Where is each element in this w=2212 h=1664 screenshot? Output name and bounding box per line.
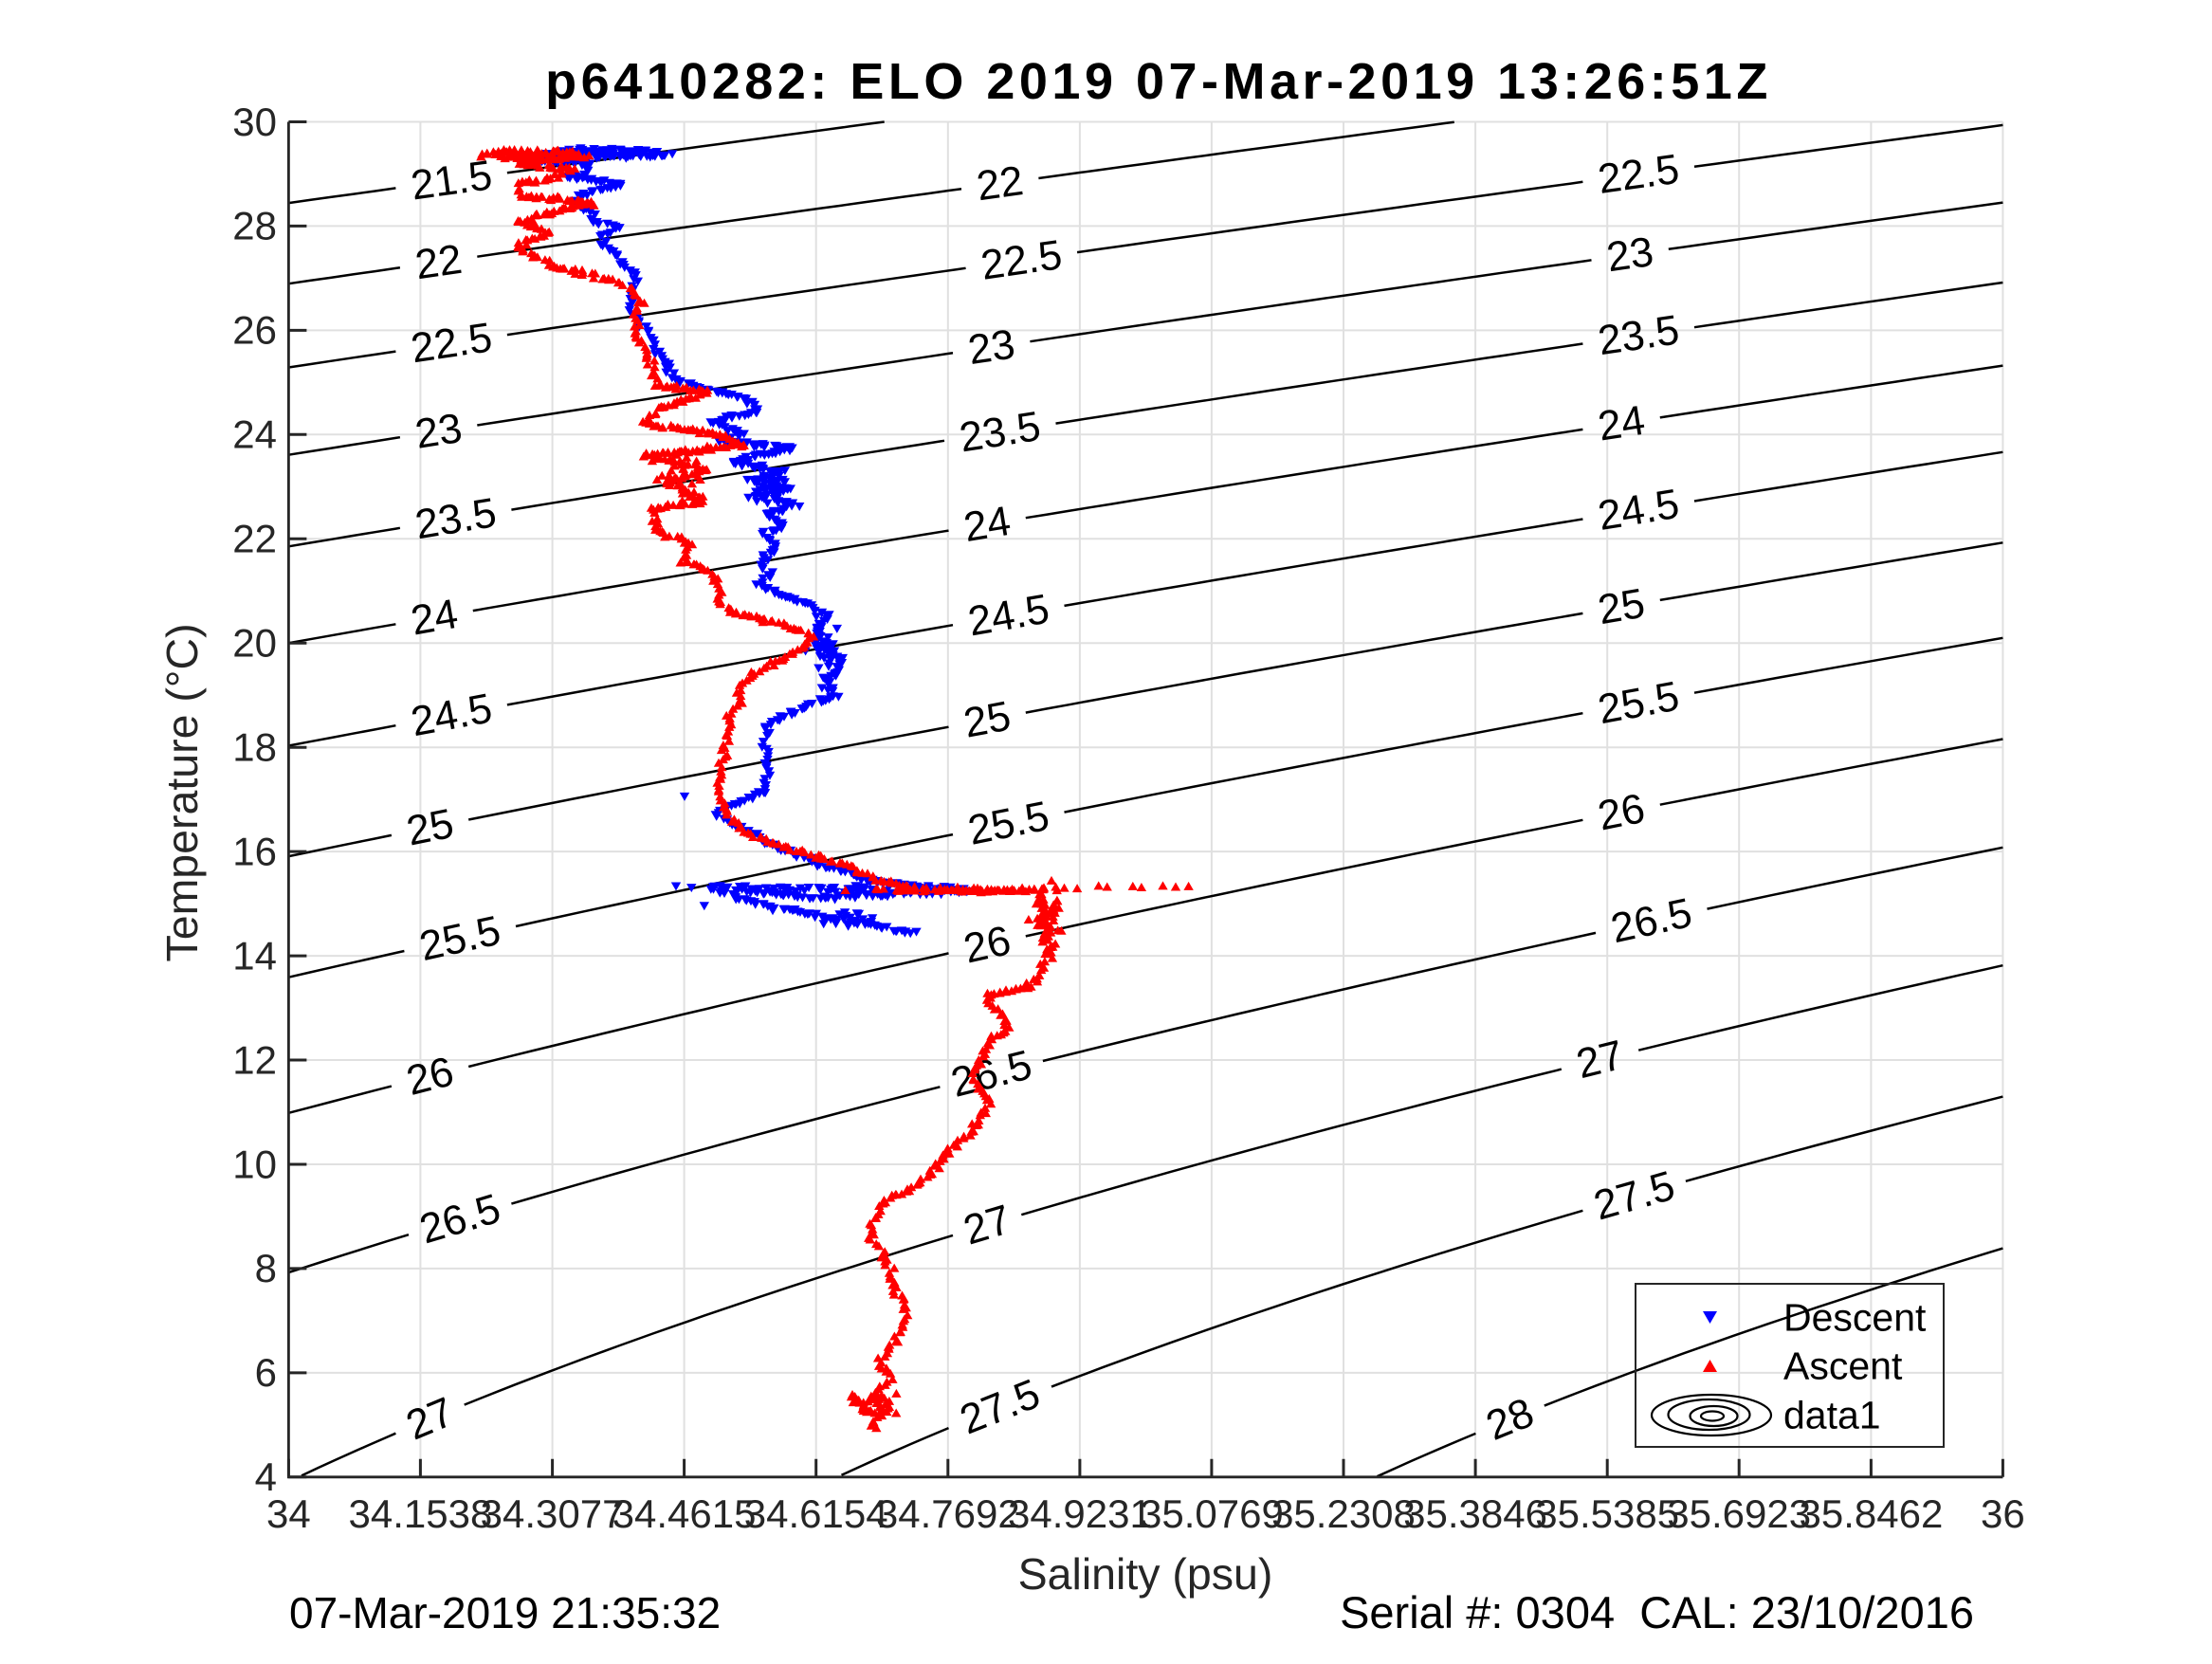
svg-text:16: 16 [232, 829, 277, 873]
svg-text:20: 20 [232, 620, 277, 665]
svg-text:12: 12 [232, 1037, 277, 1082]
svg-text:14: 14 [232, 933, 277, 978]
svg-text:28: 28 [232, 204, 277, 248]
svg-text:35.6923: 35.6923 [1667, 1491, 1811, 1536]
svg-text:34.1538: 34.1538 [348, 1491, 492, 1536]
svg-text:34.3077: 34.3077 [481, 1491, 625, 1536]
svg-text:p6410282: ELO 2019 07-Mar-2019: p6410282: ELO 2019 07-Mar-2019 13:26:51Z [545, 53, 1772, 110]
svg-text:07-Mar-2019 21:35:32: 07-Mar-2019 21:35:32 [289, 1588, 721, 1637]
svg-text:22: 22 [232, 517, 277, 561]
svg-text:35.5385: 35.5385 [1535, 1491, 1679, 1536]
svg-text:24: 24 [960, 498, 1014, 551]
svg-text:4: 4 [255, 1454, 277, 1499]
svg-text:24: 24 [1595, 397, 1648, 450]
svg-text:21.5: 21.5 [408, 152, 494, 209]
svg-text:23: 23 [965, 320, 1018, 374]
svg-text:27: 27 [1572, 1032, 1628, 1088]
svg-text:6: 6 [255, 1350, 277, 1395]
svg-text:34.7692: 34.7692 [876, 1491, 1020, 1536]
svg-text:18: 18 [232, 724, 277, 769]
svg-text:Salinity (psu): Salinity (psu) [1018, 1549, 1273, 1599]
svg-text:36: 36 [1981, 1491, 2025, 1536]
svg-text:Descent: Descent [1783, 1295, 1927, 1339]
svg-text:Temperature (°C): Temperature (°C) [157, 623, 207, 961]
svg-text:35.2308: 35.2308 [1271, 1491, 1416, 1536]
svg-text:25: 25 [403, 800, 458, 855]
svg-text:24: 24 [408, 591, 462, 645]
svg-text:34.6154: 34.6154 [744, 1491, 888, 1536]
svg-text:22.5: 22.5 [978, 231, 1065, 289]
svg-text:Ascent: Ascent [1783, 1344, 1903, 1387]
svg-text:26: 26 [232, 308, 277, 353]
svg-text:Serial #: 0304 CAL: 23/10/201: Serial #: 0304 CAL: 23/10/2016 [1340, 1587, 1974, 1637]
svg-text:35.0769: 35.0769 [1140, 1491, 1284, 1536]
svg-text:25: 25 [960, 693, 1015, 747]
svg-text:26: 26 [960, 917, 1015, 972]
svg-text:23: 23 [1604, 229, 1656, 281]
svg-text:23: 23 [412, 405, 466, 458]
svg-text:25: 25 [1595, 580, 1649, 634]
svg-text:34.4615: 34.4615 [612, 1491, 757, 1536]
svg-text:22.5: 22.5 [1595, 146, 1681, 203]
svg-text:35.3846: 35.3846 [1403, 1491, 1547, 1536]
svg-text:22: 22 [974, 157, 1026, 210]
svg-text:34: 34 [266, 1491, 311, 1536]
svg-text:26: 26 [1594, 785, 1649, 840]
svg-text:24: 24 [232, 412, 277, 457]
svg-text:26: 26 [402, 1048, 458, 1105]
svg-text:10: 10 [232, 1142, 277, 1186]
svg-text:35.8462: 35.8462 [1799, 1491, 1943, 1536]
svg-text:8: 8 [255, 1246, 277, 1290]
svg-text:22: 22 [412, 236, 465, 288]
svg-text:34.9231: 34.9231 [1008, 1491, 1152, 1536]
svg-text:data1: data1 [1783, 1393, 1881, 1436]
svg-text:30: 30 [232, 100, 277, 144]
